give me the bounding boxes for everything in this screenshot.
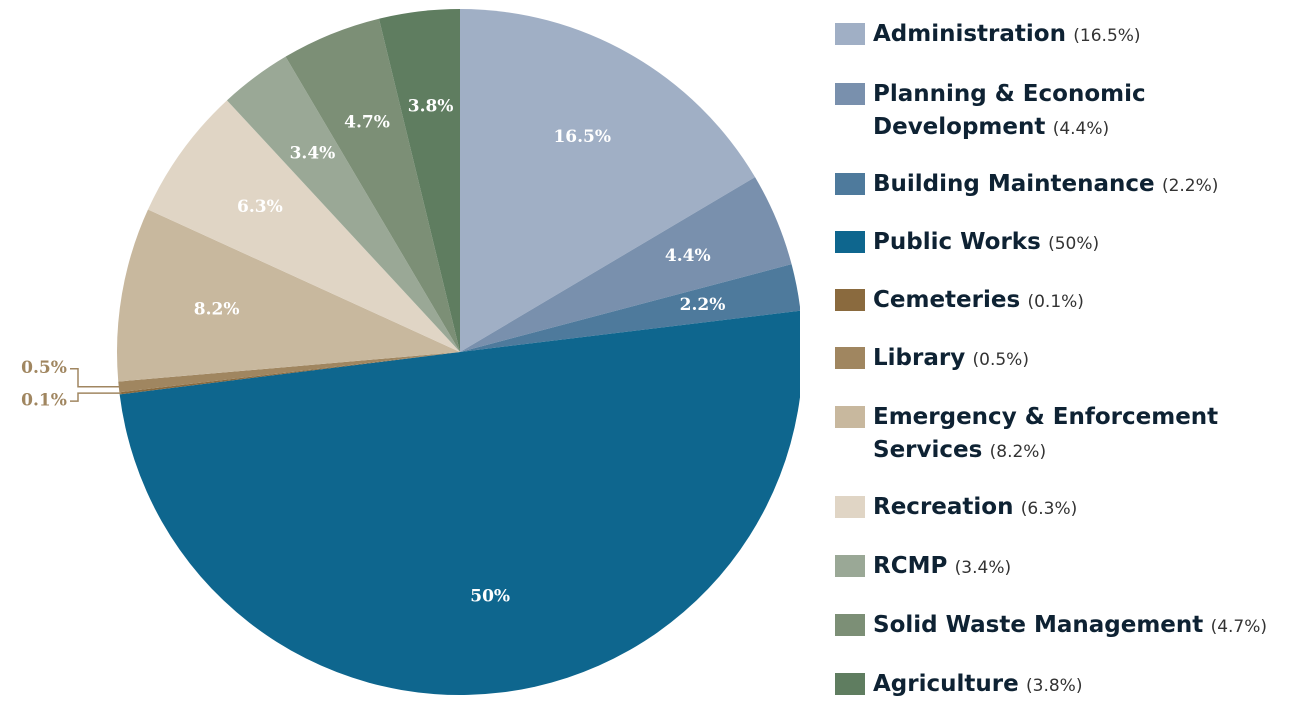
legend-item: Emergency & Enforcement Services (8.2%)	[835, 401, 1303, 469]
legend-text: Emergency & Enforcement Services (8.2%)	[873, 401, 1298, 469]
slice-label: 0.1%	[21, 391, 67, 411]
legend-item: Agriculture (3.8%)	[835, 668, 1303, 703]
legend-name: Solid Waste Management	[873, 612, 1204, 638]
legend-item: Public Works (50%)	[835, 226, 1303, 261]
legend-text: Solid Waste Management (4.7%)	[873, 609, 1298, 644]
legend-value: (3.8%)	[1026, 676, 1083, 696]
legend-value: (4.4%)	[1052, 119, 1110, 139]
legend-text: Cemeteries (0.1%)	[873, 284, 1298, 319]
legend-swatch	[835, 83, 865, 105]
legend-swatch	[835, 23, 865, 45]
legend-swatch	[835, 289, 865, 311]
legend-text: Library (0.5%)	[873, 342, 1298, 377]
slice-label: 8.2%	[194, 299, 240, 319]
legend-value: (2.2%)	[1161, 176, 1219, 196]
pie-slice	[460, 9, 756, 352]
legend-name: Planning & Economic Development	[873, 81, 1146, 140]
legend-item: Recreation (6.3%)	[835, 491, 1303, 526]
pie-slice	[226, 56, 460, 353]
legend-swatch	[835, 673, 865, 695]
slice-label: 3.8%	[408, 96, 454, 116]
pie-slice	[118, 352, 461, 393]
legend-item: Building Maintenance (2.2%)	[835, 168, 1303, 203]
legend-item: RCMP (3.4%)	[835, 550, 1303, 585]
legend-value: (4.7%)	[1210, 617, 1268, 637]
legend-value: (6.3%)	[1020, 499, 1078, 519]
leader-line	[70, 367, 121, 388]
legend-value: (50%)	[1048, 234, 1100, 254]
legend-value: (8.2%)	[989, 442, 1047, 462]
pie-slice	[285, 18, 460, 353]
pie-slice	[460, 264, 800, 352]
pie-slice	[378, 9, 460, 352]
legend-value: (16.5%)	[1073, 26, 1141, 46]
slice-label: 4.7%	[344, 113, 390, 133]
legend-text: Administration (16.5%)	[873, 18, 1298, 53]
slice-label: 2.2%	[680, 295, 726, 315]
legend-text: RCMP (3.4%)	[873, 550, 1298, 585]
legend-swatch	[835, 555, 865, 577]
legend-text: Recreation (6.3%)	[873, 491, 1298, 526]
pie-slice	[460, 177, 792, 352]
legend-name: Emergency & Enforcement Services	[873, 404, 1219, 463]
pie-slice	[147, 100, 461, 353]
slice-label: 4.4%	[665, 246, 711, 266]
legend-swatch	[835, 231, 865, 253]
legend-item: Administration (16.5%)	[835, 18, 1303, 53]
legend-name: Public Works	[873, 229, 1041, 255]
legend-swatch	[835, 496, 865, 518]
slice-label: 3.4%	[290, 143, 336, 163]
legend-value: (0.5%)	[972, 350, 1029, 370]
legend-item: Library (0.5%)	[835, 342, 1303, 377]
legend-item: Solid Waste Management (4.7%)	[835, 609, 1303, 644]
legend-swatch	[835, 173, 865, 195]
pie-slice	[119, 352, 461, 395]
legend-name: Recreation	[873, 494, 1014, 520]
legend-name: RCMP	[873, 553, 948, 579]
legend-name: Agriculture	[873, 671, 1019, 697]
slice-label: 16.5%	[553, 127, 611, 147]
legend-swatch	[835, 406, 865, 428]
legend-text: Public Works (50%)	[873, 226, 1298, 261]
legend-swatch	[835, 614, 865, 636]
slice-label: 0.5%	[21, 358, 67, 378]
legend-name: Administration	[873, 21, 1066, 47]
legend-name: Cemeteries	[873, 287, 1021, 313]
legend-name: Library	[873, 345, 966, 371]
pie-slice	[116, 209, 460, 382]
leader-line	[70, 392, 122, 402]
slice-label: 6.3%	[237, 197, 283, 217]
legend-name: Building Maintenance	[873, 171, 1155, 197]
legend-value: (3.4%)	[954, 558, 1012, 578]
legend-item: Planning & Economic Development (4.4%)	[835, 78, 1303, 146]
legend-text: Planning & Economic Development (4.4%)	[873, 78, 1298, 146]
legend-item: Cemeteries (0.1%)	[835, 284, 1303, 319]
pie-chart: 16.5% 4.4% 2.2% 50% 8.2% 6.3% 3.4% 4.7% 3.8% 0.1%…	[21, 9, 800, 696]
legend-text: Agriculture (3.8%)	[873, 668, 1298, 703]
legend-text: Building Maintenance (2.2%)	[873, 168, 1298, 203]
pie-slice	[119, 310, 800, 696]
slice-label: 50%	[470, 587, 510, 607]
legend-swatch	[835, 347, 865, 369]
legend-value: (0.1%)	[1027, 292, 1084, 312]
